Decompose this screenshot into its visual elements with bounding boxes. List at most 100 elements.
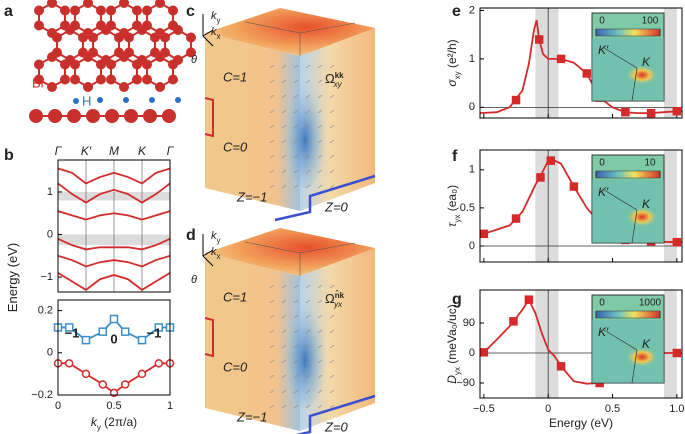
bi-atom [47,52,57,62]
bi-atom [142,5,153,16]
field-arrow [305,284,311,289]
bi-atom [131,5,142,16]
marker [509,317,518,326]
bi-atom [142,74,153,85]
colorbar-tick-label: 0 [599,298,605,309]
omega-label: Ωn̂k yx [325,290,345,308]
panel-label: a [4,3,13,20]
field-arrow [305,374,311,379]
field-arrow [281,139,287,144]
y-axis-label-part: (e²/h) [445,39,459,71]
inset-point-label: K′ [598,43,609,57]
field-arrow [269,329,275,334]
field-arrow [281,169,287,174]
shaded-region [535,8,559,118]
region-label: C=0 [223,359,248,374]
field-arrow [269,284,275,289]
cube-top [205,8,375,56]
field-arrow [281,109,287,114]
marker [109,314,119,324]
axis-label-part: y [217,16,221,25]
colorbar [595,170,661,179]
field-arrow [329,64,335,69]
field-arrow [329,299,335,304]
marker [64,359,74,368]
x-axis-label: ky (2π/a) [91,415,137,431]
axis-arrow [202,35,214,47]
x-axis-label-part: y [97,423,101,432]
field-arrow [317,184,323,189]
axes-frame [57,159,171,293]
field-arrow [269,374,275,379]
bi-atom [142,59,153,70]
field-arrow [317,169,323,174]
bi-atom [83,0,93,8]
marker [582,69,592,78]
bi-atom [167,59,178,70]
y-axis-label-part: yx [453,215,462,223]
bi-atom [52,32,63,43]
field-arrow [317,79,323,84]
bi-atom [185,47,196,58]
field-arrow [293,139,299,144]
field-arrow [305,109,311,114]
axis-label: θ [191,274,197,286]
y-axis-label-part: (meVa₀/uc) [445,304,459,367]
field-arrow [317,344,323,349]
bi-atom [88,32,99,43]
field-arrow [281,344,287,349]
x-axis-label-part: (2π/a) [101,415,137,429]
bi-atom [47,82,57,92]
field-arrow [305,184,311,189]
marker [672,348,682,358]
field-arrow [305,169,311,174]
colorbar-tick-label: 0 [599,16,605,27]
y-tick-label: −1 [40,271,53,283]
field-arrow [317,329,323,334]
marker [154,359,164,368]
field-arrow [281,64,287,69]
berry-hotspot [283,288,327,408]
axis-label-part: k [211,26,217,38]
marker [98,380,108,389]
h-atom [97,97,103,103]
x-tick-label: Γ [167,144,175,158]
field-arrow [317,314,323,319]
omega-label: Ωkk xy [325,71,344,89]
annotation: 0 [110,331,117,346]
field-arrow [269,139,275,144]
field-arrow [269,109,275,114]
shaded-region [663,290,677,398]
field-arrow [293,169,299,174]
axes-frame [57,299,171,396]
field-arrow [317,284,323,289]
field-arrow [305,124,311,129]
field-arrow [329,169,335,174]
field-arrow [293,154,299,159]
field-arrow [281,284,287,289]
field-arrow [329,184,335,189]
field-arrow [269,314,275,319]
x-tick-label: −0.5 [473,403,495,415]
y-axis-label: τyx (ea₀) [445,185,461,227]
bi-atom [77,32,88,43]
field-arrow [305,64,311,69]
field-arrow [317,64,323,69]
field-arrow [269,184,275,189]
field-arrow [317,109,323,114]
field-arrow [281,299,287,304]
inset-bz [603,47,638,69]
field-arrow [281,359,287,364]
marker [672,237,682,247]
y-tick-label: −90 [456,377,475,389]
bi-atom [185,32,196,43]
field-arrow [281,124,287,129]
bi-atom [95,59,106,70]
field-arrow [305,404,311,409]
field-arrow [329,404,335,409]
z2-boundary [295,394,376,434]
axes-frame [479,7,683,119]
marker [98,327,108,336]
colorbar-tick-label: 0 [599,158,605,169]
axes-frame [479,289,683,399]
